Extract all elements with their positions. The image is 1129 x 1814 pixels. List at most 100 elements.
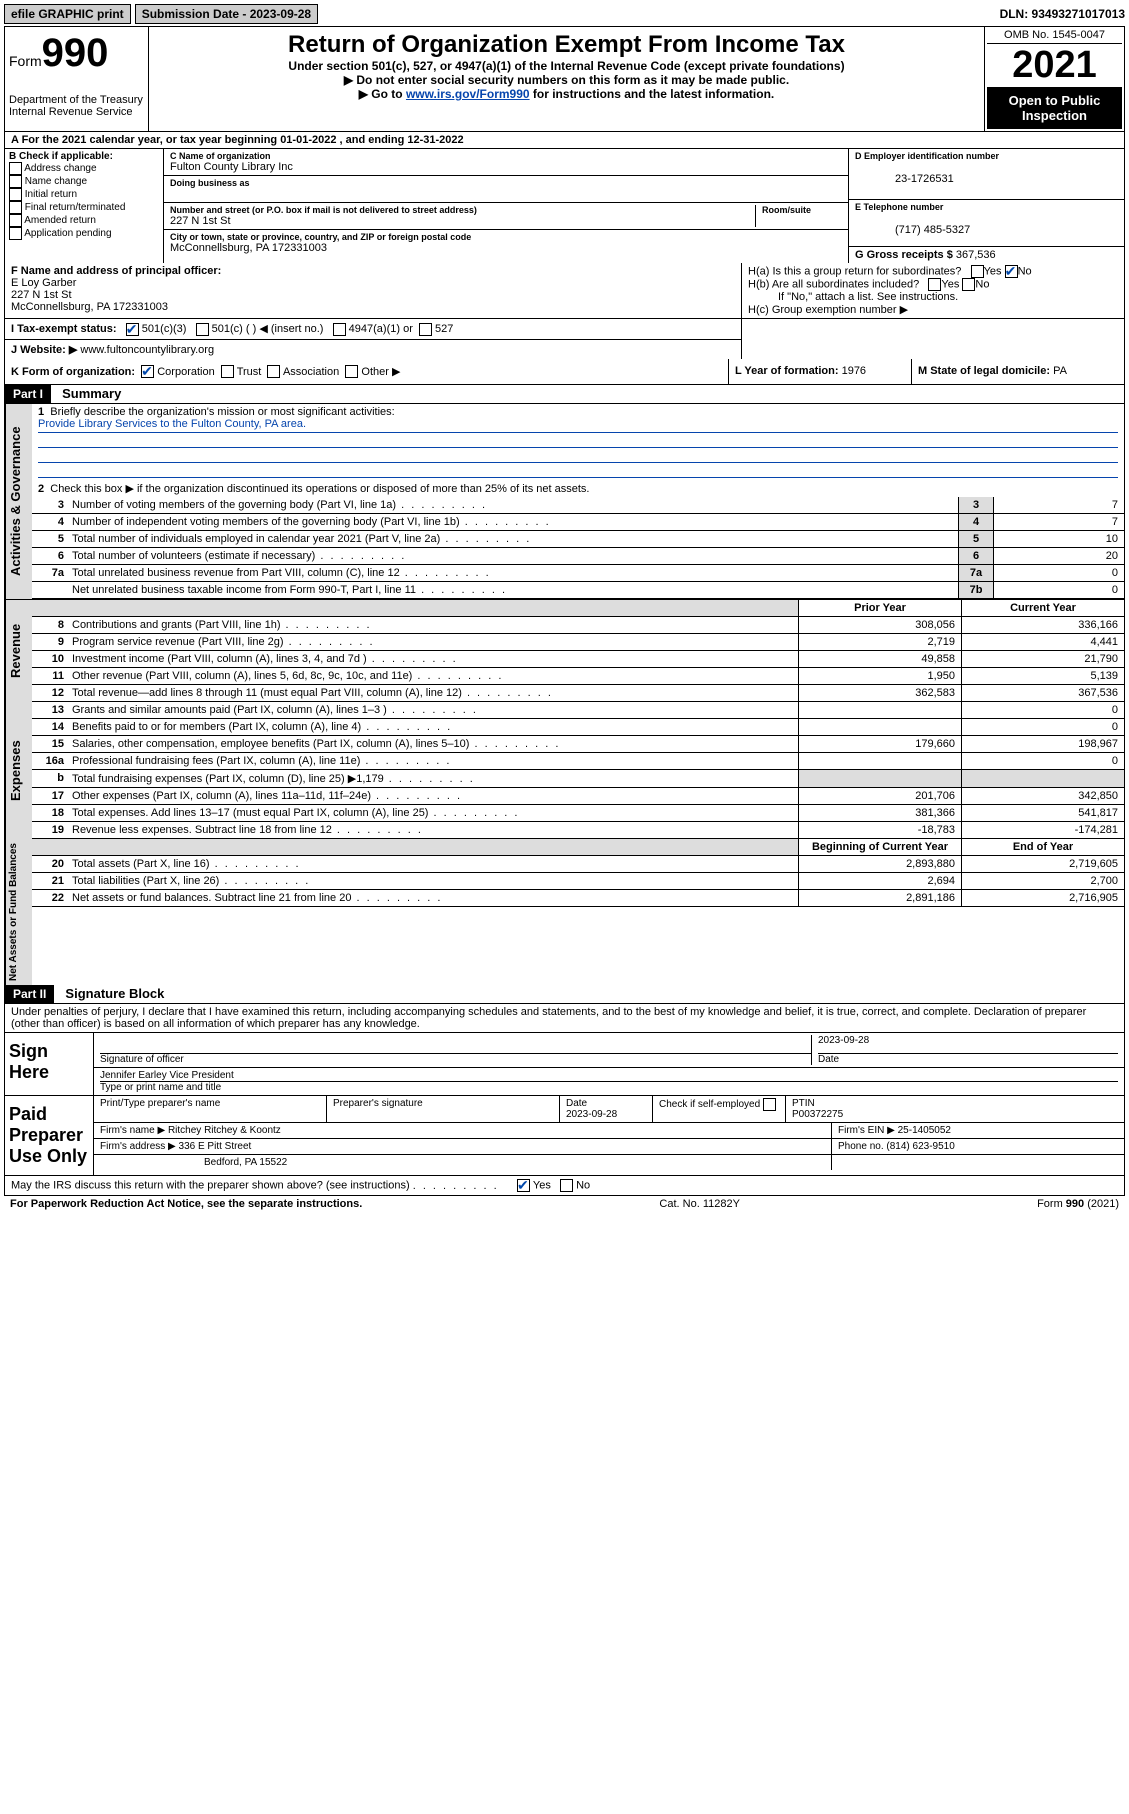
data-line: 13Grants and similar amounts paid (Part …: [32, 702, 1124, 719]
form-number: 990: [42, 31, 109, 75]
dba-label: Doing business as: [170, 178, 842, 188]
firm-name: Ritchey Ritchey & Koontz: [168, 1125, 281, 1136]
data-line: bTotal fundraising expenses (Part IX, co…: [32, 770, 1124, 788]
form-header: Form990 Department of the Treasury Inter…: [5, 27, 1124, 132]
officer-name: E Loy Garber: [11, 277, 76, 289]
chk-name-change[interactable]: [9, 175, 22, 188]
side-expenses: Expenses: [5, 702, 32, 839]
firm-phone: (814) 623-9510: [886, 1141, 954, 1152]
gross-receipts-value: 367,536: [956, 249, 996, 261]
gov-line: 5Total number of individuals employed in…: [32, 531, 1124, 548]
gross-receipts-label: G Gross receipts $: [855, 249, 953, 261]
data-line: 16aProfessional fundraising fees (Part I…: [32, 753, 1124, 770]
chk-self-employed[interactable]: [763, 1098, 776, 1111]
header-center: Return of Organization Exempt From Incom…: [149, 27, 984, 131]
part1-netassets: Net Assets or Fund Balances Beginning of…: [5, 839, 1124, 985]
chk-hb-yes[interactable]: [928, 278, 941, 291]
header-right: OMB No. 1545-0047 2021 Open to Public In…: [984, 27, 1124, 131]
data-line: 22Net assets or fund balances. Subtract …: [32, 890, 1124, 907]
chk-other[interactable]: [345, 365, 358, 378]
row-k-l-m: K Form of organization: Corporation Trus…: [5, 359, 1124, 386]
org-name-label: C Name of organization: [170, 151, 842, 161]
sign-here-label: Sign Here: [5, 1033, 94, 1095]
part1-header-row: Part I Summary: [5, 385, 1124, 404]
street-address: 227 N 1st St: [170, 215, 231, 227]
box-b: B Check if applicable: Address change Na…: [5, 149, 164, 263]
data-line: 15Salaries, other compensation, employee…: [32, 736, 1124, 753]
page-footer: For Paperwork Reduction Act Notice, see …: [4, 1196, 1125, 1212]
firm-addr1: 336 E Pitt Street: [179, 1141, 252, 1152]
chk-501c3[interactable]: [126, 323, 139, 336]
discuss-row: May the IRS discuss this return with the…: [5, 1176, 1124, 1195]
part1-governance: Activities & Governance 1 Briefly descri…: [5, 404, 1124, 599]
chk-ha-no[interactable]: [1005, 265, 1018, 278]
na-header-row: Beginning of Current Year End of Year: [32, 839, 1124, 856]
boxes-d-e-g: D Employer identification number 23-1726…: [849, 149, 1124, 263]
chk-app-pending[interactable]: [9, 227, 22, 240]
chk-ha-yes[interactable]: [971, 265, 984, 278]
chk-corp[interactable]: [141, 365, 154, 378]
firm-addr2: Bedford, PA 15522: [94, 1155, 832, 1170]
subtitle-2: ▶ Do not enter social security numbers o…: [153, 73, 980, 87]
chk-initial-return[interactable]: [9, 188, 22, 201]
submission-date-btn[interactable]: Submission Date - 2023-09-28: [135, 4, 318, 24]
chk-final-return[interactable]: [9, 201, 22, 214]
gov-line: 4Number of independent voting members of…: [32, 514, 1124, 531]
paid-preparer-section: Paid Preparer Use Only Print/Type prepar…: [5, 1096, 1124, 1176]
tax-year: 2021: [987, 44, 1122, 87]
part1-expenses: Expenses 13Grants and similar amounts pa…: [5, 702, 1124, 839]
sign-here-section: Sign Here Signature of officer 2023-09-2…: [5, 1033, 1124, 1096]
open-public-badge: Open to Public Inspection: [987, 87, 1122, 129]
chk-trust[interactable]: [221, 365, 234, 378]
dln-label: DLN: 93493271017013: [1000, 7, 1125, 21]
chk-527[interactable]: [419, 323, 432, 336]
row-i: I Tax-exempt status: 501(c)(3) 501(c) ( …: [5, 319, 741, 340]
gov-line: Net unrelated business taxable income fr…: [32, 582, 1124, 599]
data-line: 21Total liabilities (Part X, line 26)2,6…: [32, 873, 1124, 890]
declaration-text: Under penalties of perjury, I declare th…: [5, 1004, 1124, 1033]
ha-label: H(a) Is this a group return for subordin…: [748, 265, 961, 277]
data-line: 18Total expenses. Add lines 13–17 (must …: [32, 805, 1124, 822]
phone-value: (717) 485-5327: [855, 224, 970, 236]
data-line: 14Benefits paid to or for members (Part …: [32, 719, 1124, 736]
row-i-j: I Tax-exempt status: 501(c)(3) 501(c) ( …: [5, 319, 1124, 359]
subtitle-3: ▶ Go to www.irs.gov/Form990 for instruct…: [153, 87, 980, 101]
side-revenue: Revenue: [5, 600, 32, 702]
irs-link[interactable]: www.irs.gov/Form990: [406, 87, 530, 101]
footer-right: Form 990 (2021): [1037, 1198, 1119, 1210]
line1-mission: 1 Briefly describe the organization's mi…: [32, 404, 1124, 480]
efile-print-btn[interactable]: efile GRAPHIC print: [4, 4, 131, 24]
data-line: 10Investment income (Part VIII, column (…: [32, 651, 1124, 668]
paid-preparer-label: Paid Preparer Use Only: [5, 1096, 94, 1175]
phone-label: E Telephone number: [855, 202, 1118, 212]
dept-treasury: Department of the Treasury: [9, 94, 144, 106]
org-name: Fulton County Library Inc: [170, 161, 293, 173]
chk-discuss-yes[interactable]: [517, 1179, 530, 1192]
sig-date: 2023-09-28: [818, 1035, 1118, 1054]
data-line: 12Total revenue—add lines 8 through 11 (…: [32, 685, 1124, 702]
row-f-h: F Name and address of principal officer:…: [5, 263, 1124, 319]
form-title: Return of Organization Exempt From Incom…: [153, 31, 980, 59]
officer-city: McConnellsburg, PA 172331003: [11, 301, 168, 313]
sig-officer-label: Signature of officer: [100, 1054, 184, 1065]
chk-amended[interactable]: [9, 214, 22, 227]
hb-note: If "No," attach a list. See instructions…: [748, 291, 1118, 303]
website-value: www.fultoncountylibrary.org: [80, 344, 214, 356]
chk-discuss-no[interactable]: [560, 1179, 573, 1192]
chk-4947[interactable]: [333, 323, 346, 336]
row-a-tax-year: A For the 2021 calendar year, or tax yea…: [5, 132, 1124, 149]
chk-501c[interactable]: [196, 323, 209, 336]
part1-badge: Part I: [5, 385, 51, 403]
chk-address-change[interactable]: [9, 162, 22, 175]
subtitle-1: Under section 501(c), 527, or 4947(a)(1)…: [153, 59, 980, 73]
boxes-b-through-g: B Check if applicable: Address change Na…: [5, 149, 1124, 263]
rev-header-row: Prior Year Current Year: [32, 600, 1124, 617]
officer-addr: 227 N 1st St: [11, 289, 72, 301]
chk-hb-no[interactable]: [962, 278, 975, 291]
side-governance: Activities & Governance: [5, 404, 32, 599]
form-word: Form: [9, 53, 42, 69]
type-name-label: Type or print name and title: [100, 1082, 221, 1093]
chk-assoc[interactable]: [267, 365, 280, 378]
omb-number: OMB No. 1545-0047: [987, 29, 1122, 44]
hc-label: H(c) Group exemption number ▶: [748, 303, 1118, 316]
